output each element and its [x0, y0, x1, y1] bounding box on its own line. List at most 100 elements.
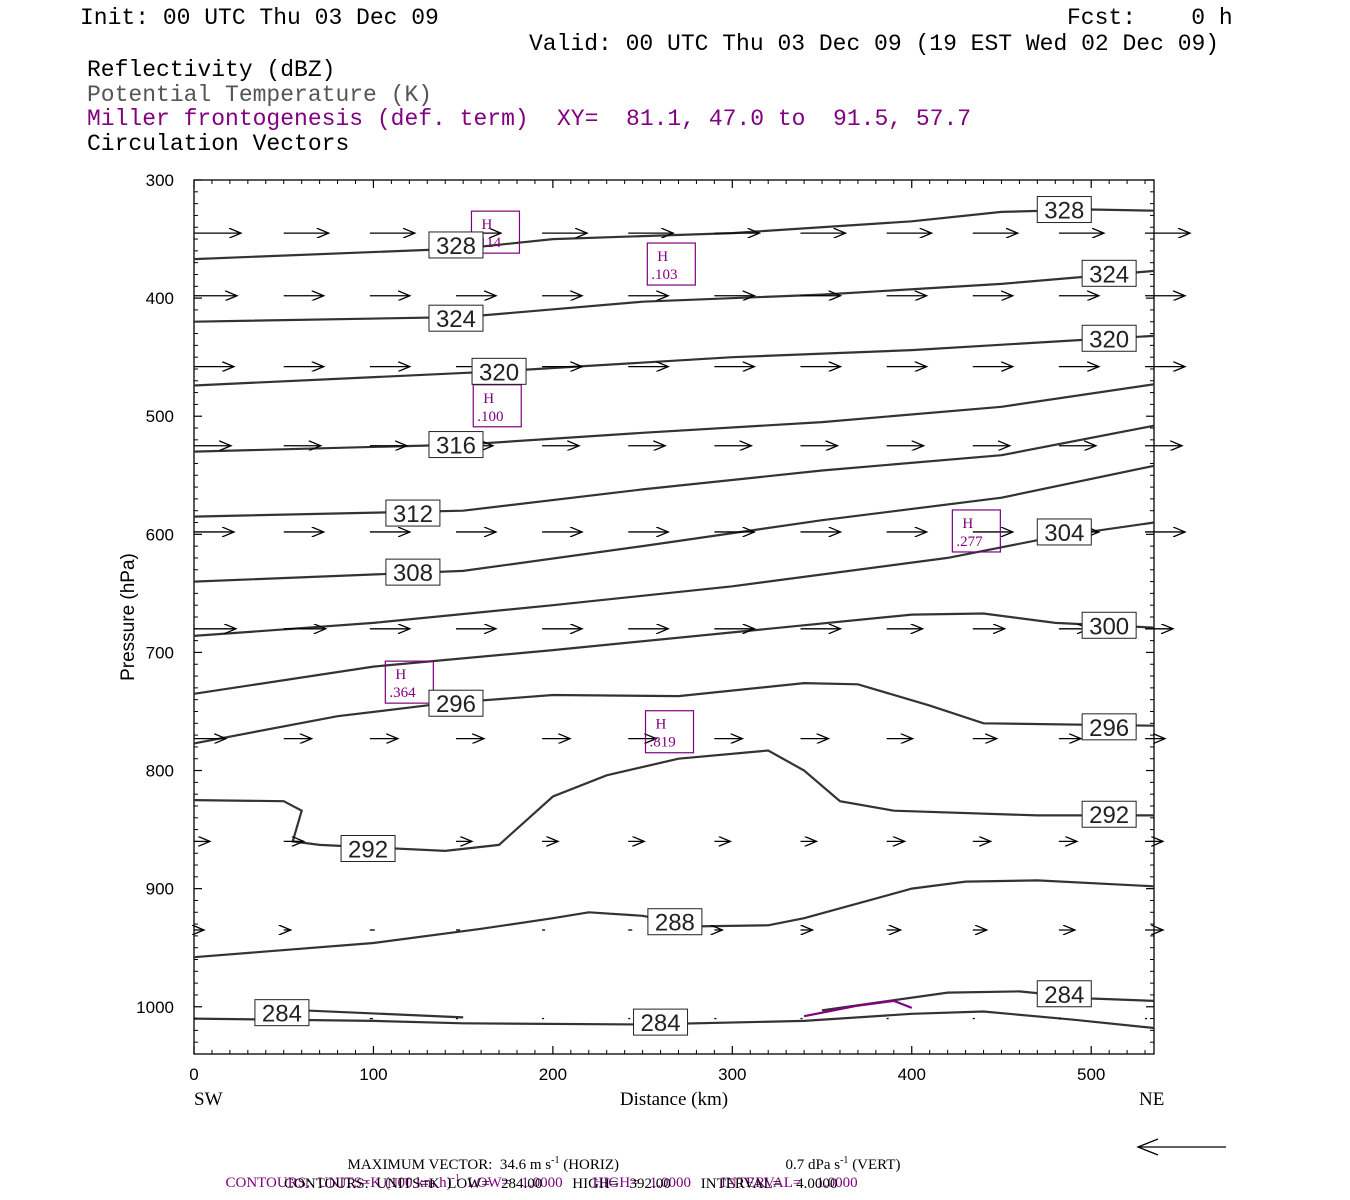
- reference-vector-arrow: [1136, 1138, 1226, 1156]
- x-tick-label: 0: [189, 1065, 198, 1084]
- maximum-value: .364: [389, 685, 416, 701]
- theta-label-box: [471, 357, 527, 385]
- maximum-symbol: H: [483, 391, 494, 407]
- theta-label: 328: [1044, 198, 1084, 225]
- theta-label: 304: [1044, 520, 1084, 547]
- fronto-units-exp: -1: [451, 1173, 460, 1184]
- theta-label-box: [385, 558, 441, 586]
- theta-label-box: [428, 689, 484, 717]
- valid-time: Valid: 00 UTC Thu 03 Dec 09 (19 EST Wed …: [529, 31, 1220, 57]
- theta-label: 292: [348, 836, 388, 863]
- theta-contour-320: [193, 334, 1155, 387]
- theta-contour-308: [193, 464, 1155, 583]
- y-tick-label: 500: [146, 407, 174, 426]
- maximum-symbol: H: [657, 249, 668, 265]
- theta-contour-284: [821, 990, 1155, 1012]
- theta-label: 312: [393, 501, 433, 528]
- x-axis-title: Distance (km): [620, 1089, 728, 1110]
- x-tick-label: 200: [539, 1065, 567, 1084]
- theta-label-box: [633, 1008, 689, 1036]
- theta-contour-284: [193, 1010, 1155, 1030]
- theta-label: 284: [262, 1001, 302, 1028]
- theta-label-box: [1036, 980, 1092, 1008]
- max-vector-exp: -1: [551, 1155, 560, 1166]
- y-tick-label: 400: [146, 289, 174, 308]
- theta-label-box: [1081, 324, 1137, 352]
- theta-label: 316: [436, 433, 476, 460]
- theta-label-box: [340, 834, 396, 862]
- axis-labels: 0 100 200 300 400 500 300 400 500 600 700 800 900 100…: [136, 171, 1105, 1084]
- maximum-symbol: H: [962, 516, 973, 532]
- x-tick-label: 400: [898, 1065, 926, 1084]
- maximum-box: [951, 509, 1001, 553]
- field-frontogenesis: Miller frontogenesis (def. term): [87, 106, 529, 132]
- theta-label: 296: [1089, 715, 1129, 742]
- theta-label: 320: [479, 359, 519, 386]
- theta-label-box: [428, 304, 484, 332]
- max-vector-vert-text: 0.7 dPa s: [785, 1157, 841, 1173]
- y-tick-label: 600: [146, 525, 174, 544]
- theta-label-box: [1081, 800, 1137, 828]
- x-tick-label: 500: [1077, 1065, 1105, 1084]
- theta-label: 284: [641, 1010, 681, 1037]
- theta-contour-300: [193, 612, 1155, 695]
- theta-label: 288: [655, 910, 695, 937]
- maximum-value: .819: [650, 735, 676, 751]
- frontogenesis-contour-info: CONTOURS: UNITS=K (100 km h)-1 LOW= 1.00…: [218, 1159, 858, 1191]
- field-reflectivity: Reflectivity (dBZ): [87, 57, 336, 83]
- maximum-value: .277: [956, 534, 983, 550]
- axis-ticks: [193, 179, 1154, 1055]
- theta-label-box: [1036, 518, 1092, 546]
- frontogenesis-contour: [803, 999, 913, 1018]
- ne-label: NE: [1139, 1089, 1164, 1110]
- theta-contour-316: [193, 383, 1155, 453]
- theta-contour-296: [193, 681, 1155, 745]
- sw-label: SW: [194, 1089, 223, 1110]
- max-vector-vert-tag: (VERT): [848, 1157, 901, 1173]
- theta-label-box: [1081, 259, 1137, 287]
- theta-contour-312: [193, 424, 1155, 518]
- theta-contour-info: CONTOURS: UNITS=K LOW= 284.00 HIGH= 392.…: [284, 1176, 838, 1192]
- y-tick-label: 800: [146, 762, 174, 781]
- maximum-value: .100: [477, 409, 503, 425]
- theta-label-box: [1081, 713, 1137, 741]
- x-tick-label: 100: [359, 1065, 387, 1084]
- contour-labels: 3283283243243203203163123083043002962962…: [254, 196, 1137, 1037]
- theta-label: 324: [1089, 261, 1129, 288]
- max-vector-line: MAXIMUM VECTOR: 34.6 m s-1 (HORIZ): [340, 1141, 620, 1173]
- theta-contour-284: [301, 1009, 464, 1019]
- y-tick-label: 1000: [136, 998, 174, 1017]
- maximum-value: .103: [651, 267, 677, 283]
- theta-label-box: [254, 999, 310, 1027]
- maximum-symbol: H: [395, 667, 406, 683]
- fronto-range: LOW= 1.0000 HIGH= 1.0000 INTERVAL= 1.000…: [459, 1175, 858, 1191]
- theta-contour-328: [193, 208, 1155, 261]
- fronto-units: CONTOURS: UNITS=K (100 km h): [225, 1175, 452, 1191]
- theta-label-box: [428, 231, 484, 259]
- theta-label-box: [1036, 196, 1092, 224]
- forecast-hour: Fcst: 0 h: [1067, 5, 1233, 31]
- maximum-box: [384, 660, 434, 704]
- max-vector-horiz-text: MAXIMUM VECTOR: 34.6 m s: [347, 1157, 552, 1173]
- theta-label: 296: [436, 691, 476, 718]
- max-vector-horiz-tag: (HORIZ): [559, 1157, 620, 1173]
- theta-label-box: [428, 431, 484, 459]
- theta-label: 284: [1044, 982, 1084, 1009]
- theta-contours: [193, 208, 1155, 1030]
- theta-label: 328: [436, 233, 476, 260]
- y-tick-label: 900: [146, 880, 174, 899]
- field-circulation-vectors: Circulation Vectors: [87, 131, 350, 157]
- field-potential-temperature: Potential Temperature (K): [87, 82, 433, 108]
- theta-label-box: [647, 908, 703, 936]
- theta-label-box: [1081, 611, 1137, 639]
- frontogenesis-contours: [803, 999, 913, 1018]
- theta-label: 308: [393, 560, 433, 587]
- cross-section-endpoints: XY= 81.1, 47.0 to 91.5, 57.7: [557, 106, 972, 132]
- theta-contour-304: [193, 521, 1155, 637]
- theta-label: 300: [1089, 613, 1129, 640]
- theta-label: 320: [1089, 326, 1129, 353]
- maximum-symbol: H: [481, 217, 492, 233]
- x-tick-label: 300: [718, 1065, 746, 1084]
